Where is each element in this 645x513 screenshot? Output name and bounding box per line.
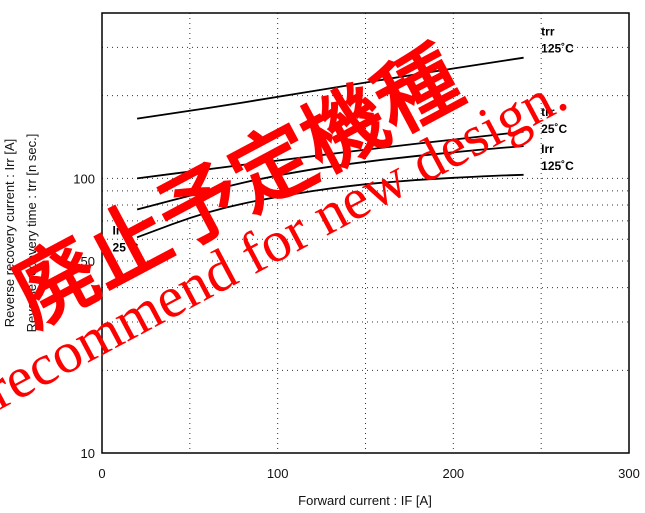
x-tick-label: 300 [618,466,640,481]
y-axis-label-time: Reverse recovery time : trr [n sec.] [24,134,39,333]
y-tick-label: 10 [81,446,95,461]
annotation-temp-2: 25˚C [541,122,567,136]
series-line-3 [136,145,524,211]
annotation-label-1: trr [541,25,555,39]
x-tick-label: 200 [442,466,464,481]
y-tick-label: 100 [73,171,95,186]
annotation-label-2: trr [541,105,555,119]
watermark: 廃止予定機種 Not recommend for new design. [0,30,577,469]
series-line-2 [136,130,524,180]
grid-lines [102,13,629,453]
y-axis-label-current: Reverse recovery current : Irr [A] [2,139,17,328]
x-tick-label: 100 [267,466,289,481]
annotation-temp-4: 25˚C [113,240,139,254]
x-axis-label: Forward current : IF [A] [298,493,432,508]
series-line-4 [136,173,524,239]
plot-frame [101,12,630,454]
y-tick-label: 50 [81,254,95,269]
annotation-temp-3: 125˚C [541,159,574,173]
annotation-temp-1: 125˚C [541,42,574,56]
x-tick-label: 0 [98,466,105,481]
annotation-label-3: Irr [541,142,554,156]
annotation-label-4: Irr [113,223,126,237]
tick-labels: 0 100 200 300 10 50 100 [73,171,640,481]
series-lines [136,56,524,239]
annotations: trr 125˚C trr 25˚C Irr 125˚C Irr 25˚C [113,25,575,255]
series-line-1 [136,56,524,120]
